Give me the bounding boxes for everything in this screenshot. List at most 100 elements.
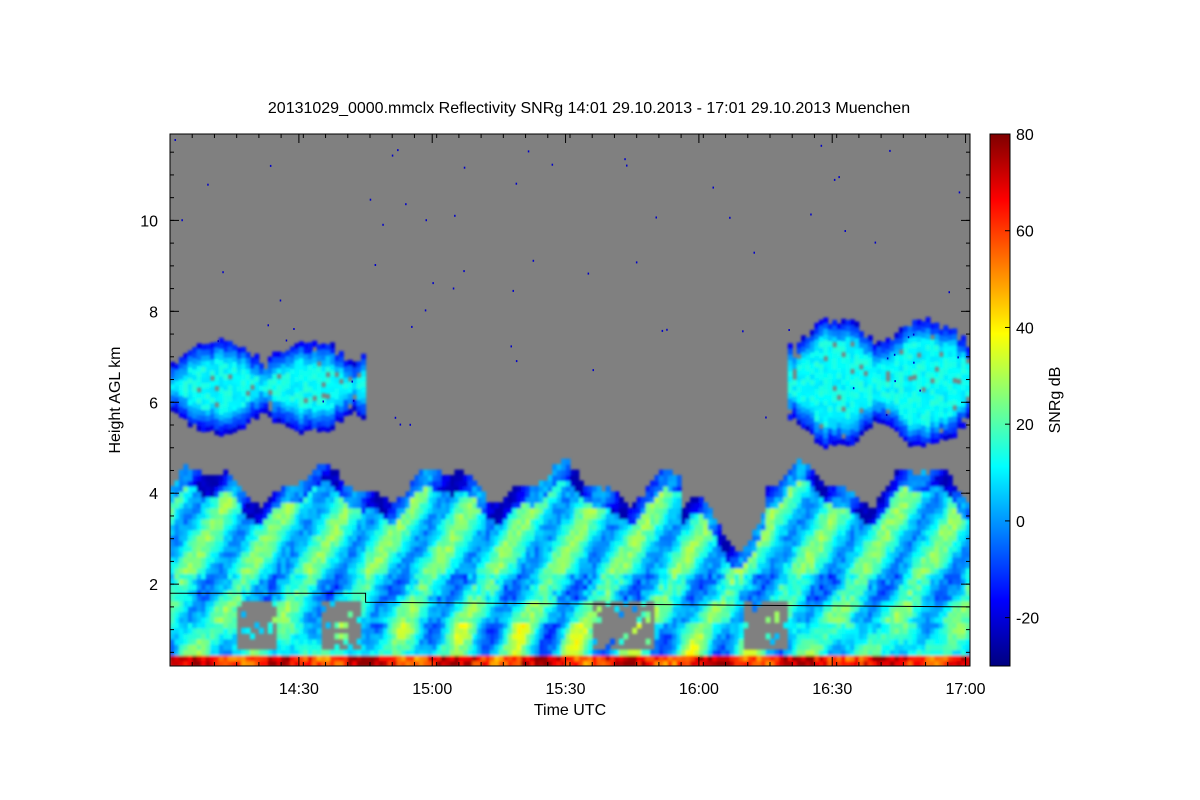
heatmap-cell [494,502,500,509]
heatmap-cell [690,616,695,623]
heatmap-cell [574,622,580,629]
heatmap-cell [441,546,447,553]
heatmap-cell [641,573,647,580]
heatmap-cell [170,546,175,553]
heatmap-cell [623,562,629,569]
heatmap-cell [503,611,509,618]
heatmap-cell [774,584,780,591]
heatmap-cell [836,644,842,651]
heatmap-cell [707,616,713,623]
heatmap-cell [334,584,340,591]
heatmap-cell [396,507,402,514]
heatmap-cell [401,507,407,514]
heatmap-cell [814,606,820,613]
heatmap-cell [294,616,300,623]
heatmap-cell [774,589,780,596]
heatmap-cell [227,518,233,525]
heatmap-cell [312,649,318,656]
heatmap-cell [796,518,802,525]
heatmap-cell [792,507,798,514]
heatmap-cell [801,595,807,602]
heatmap-cell [458,502,464,509]
heatmap-cell [432,475,438,482]
heatmap-cell [427,496,433,503]
heatmap-cell [330,660,335,666]
heatmap-cell [565,502,571,509]
heatmap-cell [761,518,767,525]
heatmap-cell [392,606,398,613]
heatmap-cell [218,660,224,666]
heatmap-cell [463,540,469,547]
heatmap-cell [223,567,229,574]
heatmap-cell [218,622,224,629]
heatmap-cell [561,475,567,482]
heatmap-cell [818,513,824,520]
heatmap-cell [734,606,740,613]
heatmap-cell [343,633,349,640]
heatmap-cell [481,584,487,591]
heatmap-cell [663,595,669,602]
heatmap-cell [316,611,322,618]
heatmap-cell [187,485,193,492]
heatmap-cell [734,573,740,580]
heatmap-cell [836,649,842,656]
heatmap-cell [618,496,624,503]
heatmap-cell [338,660,344,666]
heatmap-cell [490,551,495,558]
heatmap-cell [867,644,873,651]
heatmap-cell [450,578,455,585]
heatmap-cell [214,551,220,558]
heatmap-cell [294,551,300,558]
heatmap-cell [556,616,562,623]
heatmap-cell [672,655,678,662]
heatmap-cell [232,524,238,531]
heatmap-cell [423,535,429,542]
heatmap-cell [614,513,620,520]
heatmap-cell [290,485,295,492]
heatmap-cell [405,551,411,558]
heatmap-cell [534,507,540,514]
heatmap-cell [641,507,647,514]
heatmap-cell [570,595,575,602]
heatmap-cell [174,655,180,662]
heatmap-cell [832,485,838,492]
heatmap-cell [276,496,282,503]
heatmap-cell [418,633,424,640]
heatmap-cell [427,573,433,580]
heatmap-cell [721,535,727,542]
heatmap-cell [538,622,544,629]
heatmap-cell [476,502,482,509]
heatmap-cell [818,600,824,607]
heatmap-cell [681,513,687,520]
heatmap-cell [507,611,513,618]
heatmap-cell [467,546,473,553]
heatmap-cell [610,529,615,536]
heatmap-cell [307,616,313,623]
heatmap-cell [494,535,500,542]
heatmap-cell [423,518,429,525]
heatmap-cell [192,567,198,574]
heatmap-cell [885,584,891,591]
heatmap-cell [374,644,380,651]
heatmap-cell [174,540,180,547]
heatmap-cell [565,616,571,623]
heatmap-cell [761,529,767,536]
heatmap-cell [450,655,455,662]
heatmap-cell [516,660,522,666]
heatmap-cell [472,655,478,662]
heatmap-cell [325,655,331,662]
heatmap-cell [698,551,704,558]
heatmap-cell [307,600,313,607]
heatmap-cell [543,567,549,574]
heatmap-cell [223,627,229,634]
heatmap-cell [503,529,509,536]
heatmap-cell [876,535,882,542]
heatmap-cell [787,622,793,629]
heatmap-cell [414,551,420,558]
heatmap-cell [383,589,389,596]
heatmap-cell [472,546,478,553]
heatmap-cell [338,567,344,574]
heatmap-cell [787,573,793,580]
heatmap-cell [387,507,393,514]
heatmap-cell [730,584,735,591]
